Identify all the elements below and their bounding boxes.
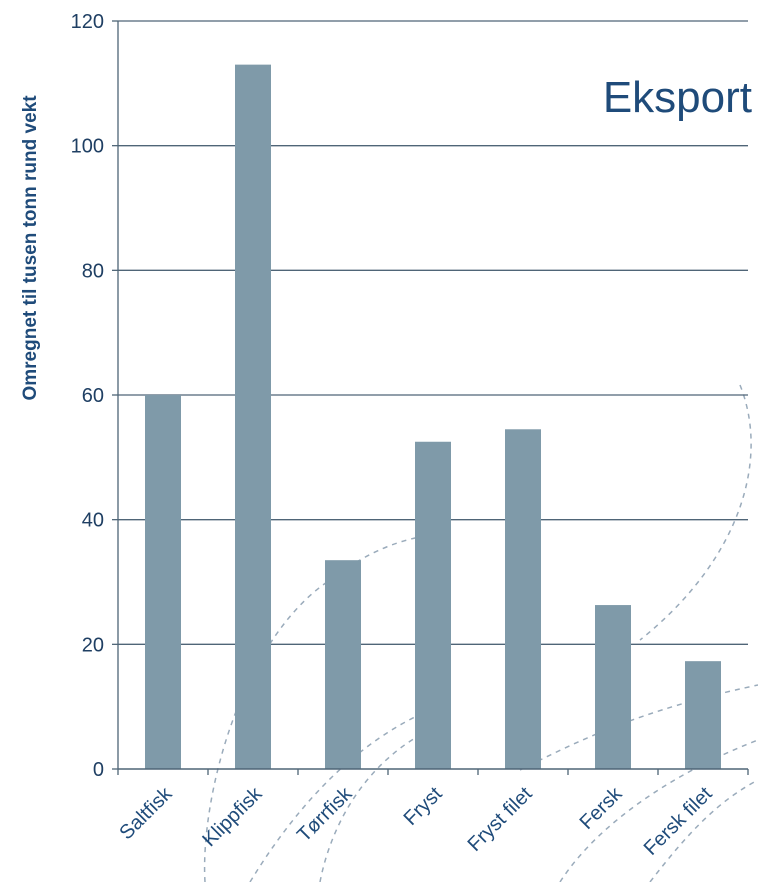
- y-axis-ticks: 0 20 40 60 80 100 120: [71, 11, 118, 781]
- x-tick-label: Fersk: [576, 782, 628, 834]
- y-axis-label: Omregnet til tusen tonn rund vekt: [20, 95, 41, 401]
- y-tick-label: 60: [82, 385, 104, 407]
- y-tick-label: 40: [82, 510, 104, 532]
- bar: [145, 395, 181, 769]
- decor-curve: [520, 685, 758, 770]
- x-tick-label: Fersk filet: [640, 783, 717, 860]
- bars: [145, 65, 721, 769]
- y-tick-label: 80: [82, 260, 104, 282]
- y-tick-label: 20: [82, 634, 104, 656]
- bar: [415, 442, 451, 769]
- decor-curve: [640, 385, 751, 640]
- x-tick-label: Saltfisk: [115, 782, 177, 844]
- bar: [595, 605, 631, 769]
- bar: [235, 65, 271, 769]
- x-tick-label: Fryst filet: [464, 783, 537, 856]
- bar: [685, 661, 721, 769]
- x-tick-label: Fryst: [400, 783, 447, 830]
- y-tick-label: 120: [71, 11, 104, 33]
- chart-title: Eksport: [603, 73, 752, 122]
- y-tick-label: 100: [71, 136, 104, 158]
- x-tick-label: Klippfisk: [198, 782, 267, 851]
- bar: [325, 560, 361, 769]
- decorative-swooshes: [205, 385, 758, 882]
- y-tick-label: 0: [93, 759, 104, 781]
- bar: [505, 429, 541, 769]
- x-tick-label: Tørrfisk: [293, 782, 357, 846]
- x-axis: [118, 769, 748, 775]
